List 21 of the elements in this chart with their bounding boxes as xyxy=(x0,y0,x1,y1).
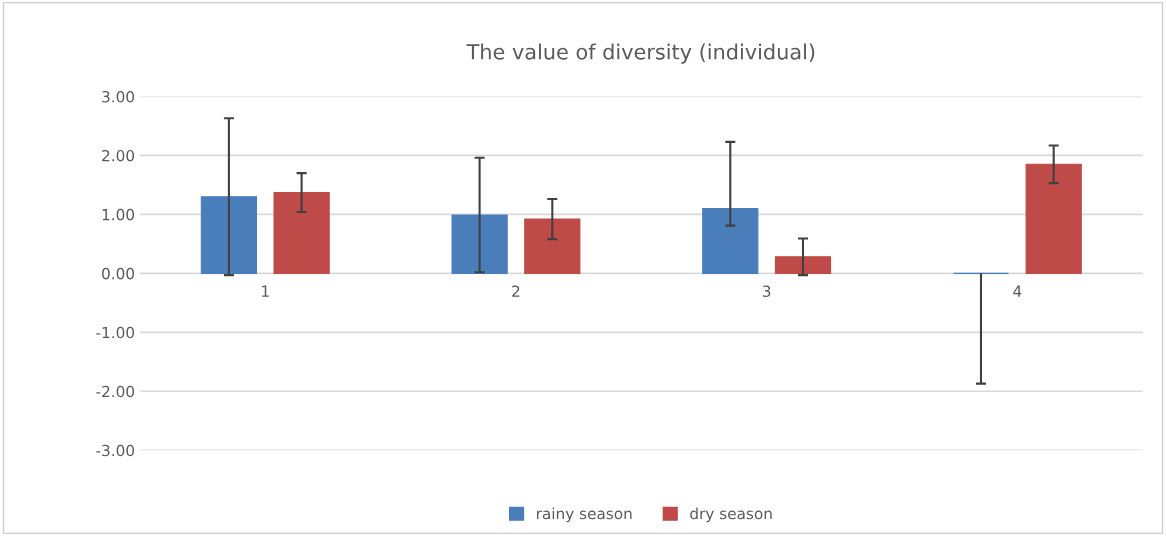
legend-label: rainy season xyxy=(537,507,632,523)
y-tick-label: 0.00 xyxy=(102,267,135,280)
x-tick-label: 4 xyxy=(1013,285,1022,297)
x-tick-label: 1 xyxy=(262,285,269,297)
y-tick-label: 2.00 xyxy=(102,149,135,162)
bar xyxy=(524,218,581,274)
y-tick-label: -3.00 xyxy=(96,444,135,457)
y-tick-label: -2.00 xyxy=(96,385,135,398)
bar xyxy=(1025,163,1082,274)
legend-label: dry season xyxy=(690,507,772,523)
bar xyxy=(200,196,258,274)
bar xyxy=(273,192,330,274)
bar xyxy=(774,256,832,274)
bar xyxy=(702,207,759,274)
y-tick-label: 1.00 xyxy=(102,208,135,221)
bar xyxy=(451,214,508,274)
x-tick-label: 2 xyxy=(512,285,520,297)
y-tick-label: 3.00 xyxy=(102,90,135,103)
x-tick-label: 3 xyxy=(762,285,771,297)
chart-title: The value of diversity (individual) xyxy=(466,43,815,64)
y-tick-label: -1.00 xyxy=(96,326,135,339)
